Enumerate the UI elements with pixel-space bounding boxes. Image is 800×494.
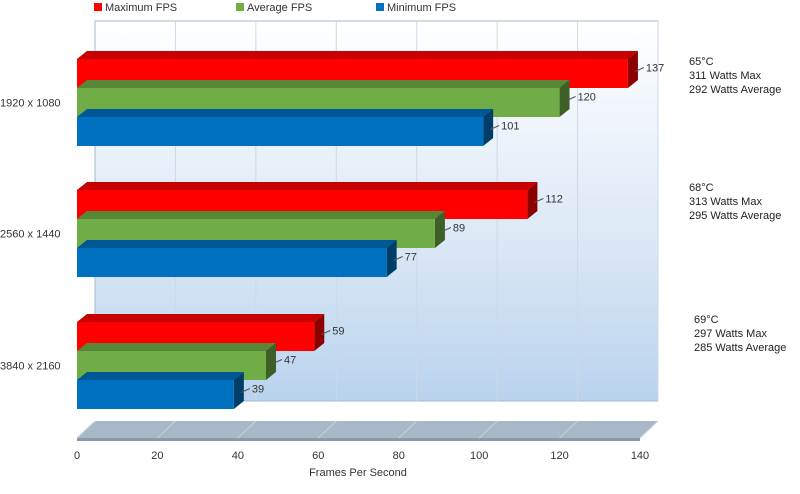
category-label: 2560 x 1440 bbox=[0, 229, 61, 241]
legend-swatch bbox=[236, 3, 244, 11]
legend-swatch bbox=[376, 3, 384, 11]
label-leader bbox=[489, 125, 500, 130]
bar-side bbox=[386, 240, 397, 277]
legend: Maximum FPS Average FPS Minimum FPS bbox=[94, 2, 456, 14]
floor-gridline bbox=[157, 420, 176, 439]
label-leader bbox=[634, 67, 645, 72]
label-leader bbox=[393, 256, 403, 261]
bar-front bbox=[77, 380, 234, 409]
floor-gridline bbox=[237, 420, 257, 439]
data-label: 89 bbox=[453, 223, 465, 235]
bar-side bbox=[527, 182, 538, 219]
annotation-line: 292 Watts Average bbox=[689, 84, 782, 96]
x-tick-label: 140 bbox=[631, 450, 649, 462]
bar-minimum-fps-1: 77 bbox=[77, 240, 417, 277]
data-label: 120 bbox=[578, 92, 596, 104]
data-label: 137 bbox=[646, 63, 664, 75]
bar-side bbox=[233, 372, 244, 409]
annotation-0: 65°C 311 Watts Max 292 Watts Average bbox=[689, 55, 781, 97]
annotation-line: 295 Watts Average bbox=[689, 210, 782, 222]
label-leader bbox=[240, 388, 251, 393]
x-tick-label: 60 bbox=[312, 450, 324, 462]
bar-top bbox=[77, 80, 570, 88]
annotation-line: 311 Watts Max bbox=[689, 70, 762, 82]
x-tick-label: 20 bbox=[151, 450, 163, 462]
label-leader bbox=[321, 330, 331, 335]
bar-top bbox=[77, 109, 494, 117]
data-label: 112 bbox=[545, 194, 563, 206]
floor-gridline bbox=[398, 420, 418, 439]
label-leader bbox=[441, 227, 452, 232]
floor-edge bbox=[77, 438, 640, 441]
legend-swatch bbox=[94, 3, 102, 11]
data-label: 77 bbox=[405, 252, 417, 264]
bar-minimum-fps-0: 101 bbox=[77, 109, 520, 146]
annotation-line: 68°C bbox=[689, 182, 714, 194]
bar-top bbox=[77, 372, 244, 380]
label-leader bbox=[566, 96, 576, 101]
x-tick-label: 40 bbox=[232, 450, 244, 462]
floor-gridline bbox=[76, 420, 96, 439]
x-axis: 0 20 40 60 80 100 120 140 Frames Per Second bbox=[74, 450, 649, 479]
x-tick-label: 100 bbox=[470, 450, 488, 462]
data-label: 47 bbox=[284, 355, 296, 367]
bar-side bbox=[627, 51, 638, 88]
bar-front bbox=[77, 248, 387, 277]
legend-label: Maximum FPS bbox=[105, 2, 177, 14]
floor-gridline bbox=[559, 420, 578, 439]
bar-minimum-fps-2: 39 bbox=[77, 372, 264, 409]
bar-side bbox=[266, 343, 277, 380]
data-label: 39 bbox=[252, 384, 264, 396]
annotation-line: 297 Watts Max bbox=[694, 328, 767, 340]
floor bbox=[77, 421, 658, 438]
category-label: 1920 x 1080 bbox=[0, 98, 61, 110]
bar-side bbox=[483, 109, 494, 146]
bar-side bbox=[559, 80, 570, 117]
bar-top bbox=[77, 51, 638, 59]
annotation-2: 69°C 297 Watts Max 285 Watts Average bbox=[694, 313, 786, 355]
x-tick-label: 0 bbox=[74, 450, 80, 462]
data-label: 59 bbox=[332, 326, 344, 338]
bar-top bbox=[77, 314, 325, 322]
label-leader bbox=[272, 359, 283, 364]
annotation-line: 65°C bbox=[689, 56, 714, 68]
x-tick-label: 120 bbox=[550, 450, 568, 462]
bar-top bbox=[77, 343, 277, 351]
legend-label: Average FPS bbox=[247, 2, 312, 14]
x-tick-label: 80 bbox=[393, 450, 405, 462]
floor-gridline bbox=[478, 420, 498, 439]
x-axis-title: Frames Per Second bbox=[309, 467, 407, 479]
legend-item-maximum-fps: Maximum FPS bbox=[94, 2, 177, 14]
label-leader bbox=[534, 198, 544, 203]
bar-side bbox=[434, 211, 445, 248]
data-label: 101 bbox=[501, 121, 519, 133]
bars: 137 120 101 1920 x 1080 112 89 77 2560 x 1440 59… bbox=[0, 51, 664, 409]
bar-top bbox=[77, 211, 445, 219]
floor-gridline bbox=[639, 420, 659, 439]
legend-item-average-fps: Average FPS bbox=[236, 2, 312, 14]
category-label: 3840 x 2160 bbox=[0, 361, 61, 373]
bar-front bbox=[77, 117, 484, 146]
annotation-line: 69°C bbox=[694, 314, 719, 326]
annotation-line: 313 Watts Max bbox=[689, 196, 762, 208]
bar-side bbox=[314, 314, 325, 351]
annotation-1: 68°C 313 Watts Max 295 Watts Average bbox=[689, 181, 781, 223]
legend-label: Minimum FPS bbox=[387, 2, 456, 14]
annotation-line: 285 Watts Average bbox=[694, 342, 787, 354]
floor-gridline bbox=[317, 420, 337, 439]
legend-item-minimum-fps: Minimum FPS bbox=[376, 2, 456, 14]
bar-top bbox=[77, 240, 397, 248]
bar-top bbox=[77, 182, 538, 190]
